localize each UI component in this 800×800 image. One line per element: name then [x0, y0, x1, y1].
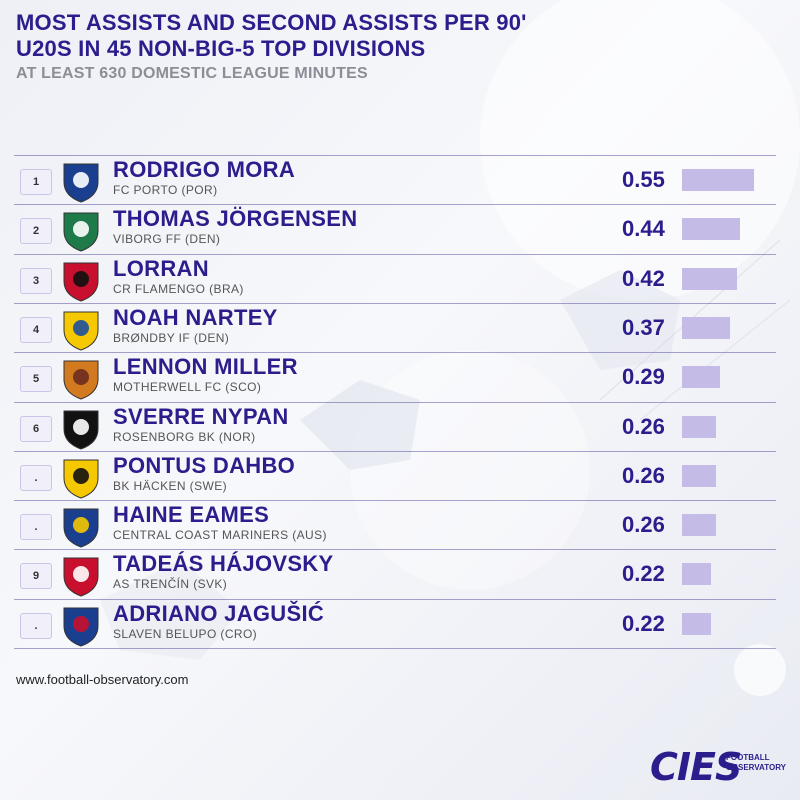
player-club: CR FLAMENGO (BRA): [113, 282, 244, 296]
value-bar: [682, 169, 754, 191]
player-name: NOAH NARTEY: [113, 305, 278, 330]
chart-title-line-1: MOST ASSISTS AND SECOND ASSISTS PER 90': [16, 10, 527, 35]
ranking-row: . PONTUS DAHBO BK HÄCKEN (SWE) 0.26: [14, 451, 774, 503]
value-bar: [682, 317, 730, 339]
ranking-row: 2 THOMAS JÖRGENSEN VIBORG FF (DEN) 0.44: [14, 204, 774, 256]
ranking-row: 1 RODRIGO MORA FC PORTO (POR) 0.55: [14, 155, 774, 207]
player-name: TADEÁS HÁJOVSKY: [113, 551, 334, 576]
fc-porto-crest-icon: [63, 163, 99, 203]
rank-badge: 3: [20, 268, 52, 294]
rank-badge: .: [20, 613, 52, 639]
ranking-row: 9 TADEÁS HÁJOVSKY AS TRENČÍN (SVK) 0.22: [14, 549, 774, 601]
ranking-row: . ADRIANO JAGUŠIĆ SLAVEN BELUPO (CRO) 0.22: [14, 599, 774, 651]
row-separator: [14, 599, 776, 600]
value-label: 0.37: [622, 315, 665, 340]
rank-badge: 2: [20, 218, 52, 244]
player-club: FC PORTO (POR): [113, 183, 218, 197]
value-bar: [682, 218, 740, 240]
brand-sub-line-2: OBSERVATORY: [726, 763, 787, 772]
hacken-crest-icon: [63, 459, 99, 499]
row-separator: [14, 549, 776, 550]
player-club: AS TRENČÍN (SVK): [113, 577, 228, 591]
row-separator: [14, 254, 776, 255]
row-separator: [14, 204, 776, 205]
player-club: MOTHERWELL FC (SCO): [113, 380, 262, 394]
ranking-row: . HAINE EAMES CENTRAL COAST MARINERS (AUS)…: [14, 500, 774, 552]
value-bar: [682, 514, 716, 536]
player-club: VIBORG FF (DEN): [113, 232, 221, 246]
player-club: CENTRAL COAST MARINERS (AUS): [113, 528, 327, 542]
brand-sub-line-1: FOOTBALL: [726, 753, 770, 762]
footer-url[interactable]: www.football-observatory.com: [16, 672, 189, 687]
viborg-ff-crest-icon: [63, 212, 99, 252]
player-club: BRØNDBY IF (DEN): [113, 331, 230, 345]
value-bar: [682, 366, 720, 388]
rank-badge: .: [20, 514, 52, 540]
value-bar: [682, 268, 737, 290]
ranking-row: 4 NOAH NARTEY BRØNDBY IF (DEN) 0.37: [14, 303, 774, 355]
player-club: ROSENBORG BK (NOR): [113, 430, 256, 444]
value-label: 0.42: [622, 266, 665, 291]
central-coast-mariners-crest-icon: [63, 508, 99, 548]
row-separator: [14, 402, 776, 403]
player-name: LORRAN: [113, 256, 209, 281]
title-block: MOST ASSISTS AND SECOND ASSISTS PER 90' …: [16, 10, 527, 84]
row-separator: [14, 303, 776, 304]
value-label: 0.44: [622, 216, 665, 241]
value-bar: [682, 465, 716, 487]
brand-name: CIES: [650, 745, 742, 789]
ranking-row: 5 LENNON MILLER MOTHERWELL FC (SCO) 0.29: [14, 352, 774, 404]
value-bar: [682, 416, 716, 438]
player-name: HAINE EAMES: [113, 502, 270, 527]
rank-badge: 5: [20, 366, 52, 392]
slaven-belupo-crest-icon: [63, 607, 99, 647]
value-label: 0.22: [622, 611, 665, 636]
chart-subtitle: AT LEAST 630 DOMESTIC LEAGUE MINUTES: [16, 65, 368, 82]
rank-badge: 6: [20, 416, 52, 442]
ranking-row: 6 SVERRE NYPAN ROSENBORG BK (NOR) 0.26: [14, 402, 774, 454]
rank-badge: .: [20, 465, 52, 491]
row-separator: [14, 648, 776, 649]
trencin-crest-icon: [63, 557, 99, 597]
value-label: 0.29: [622, 364, 665, 389]
player-name: SVERRE NYPAN: [113, 404, 289, 429]
value-bar: [682, 613, 711, 635]
value-label: 0.22: [622, 561, 665, 586]
row-separator: [14, 451, 776, 452]
row-separator: [14, 155, 776, 156]
value-label: 0.55: [622, 167, 665, 192]
flamengo-crest-icon: [63, 262, 99, 302]
row-separator: [14, 500, 776, 501]
brondby-crest-icon: [63, 311, 99, 351]
player-name: THOMAS JÖRGENSEN: [113, 206, 358, 231]
value-bar: [682, 563, 711, 585]
cies-logo: CIES FOOTBALL OBSERVATORY: [650, 745, 786, 789]
value-label: 0.26: [622, 463, 665, 488]
player-club: BK HÄCKEN (SWE): [113, 479, 228, 493]
value-label: 0.26: [622, 512, 665, 537]
player-name: ADRIANO JAGUŠIĆ: [113, 601, 325, 626]
player-name: LENNON MILLER: [113, 354, 298, 379]
rank-badge: 4: [20, 317, 52, 343]
ranking-row: 3 LORRAN CR FLAMENGO (BRA) 0.42: [14, 254, 774, 306]
rosenborg-crest-icon: [63, 410, 99, 450]
chart-title-line-2: U20S IN 45 NON-BIG-5 TOP DIVISIONS: [16, 36, 426, 61]
rank-badge: 9: [20, 563, 52, 589]
brand-subtitle: FOOTBALL OBSERVATORY: [726, 753, 796, 773]
row-separator: [14, 352, 776, 353]
player-name: RODRIGO MORA: [113, 157, 296, 182]
player-name: PONTUS DAHBO: [113, 453, 296, 478]
value-label: 0.26: [622, 414, 665, 439]
player-club: SLAVEN BELUPO (CRO): [113, 627, 258, 641]
rank-badge: 1: [20, 169, 52, 195]
motherwell-crest-icon: [63, 360, 99, 400]
